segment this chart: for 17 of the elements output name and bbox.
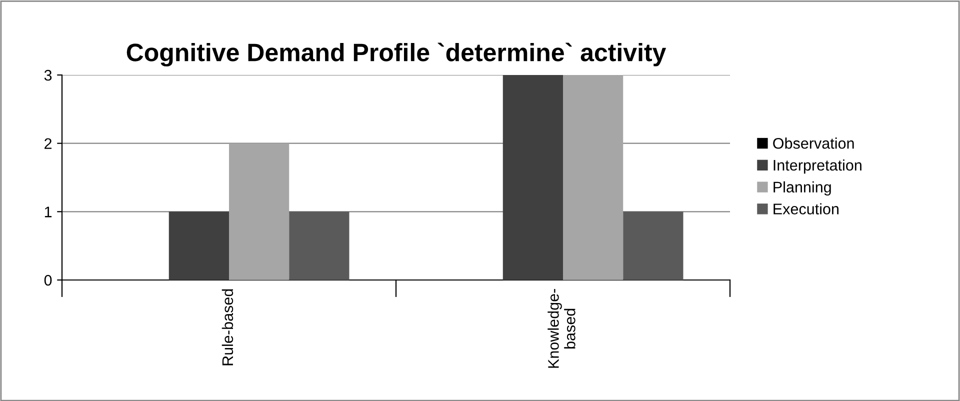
x-tick-label: Knowledge- based bbox=[548, 289, 576, 368]
legend-label: Interpretation bbox=[774, 159, 862, 174]
bar bbox=[168, 212, 229, 280]
legend-label: Planning bbox=[774, 181, 831, 196]
legend-label: Execution bbox=[774, 203, 838, 214]
bar bbox=[623, 212, 684, 280]
chart-title: Cognitive Demand Profile `determine` activity bbox=[126, 42, 666, 66]
y-tick-label: 3 bbox=[44, 70, 52, 81]
bar bbox=[563, 75, 624, 280]
bar bbox=[229, 143, 290, 280]
bar bbox=[289, 212, 350, 280]
y-tick-label: 2 bbox=[44, 138, 52, 149]
x-tick-label: Rule-based bbox=[222, 289, 234, 366]
y-tick-label: 1 bbox=[44, 206, 52, 218]
legend-label: Observation bbox=[773, 138, 854, 149]
y-tick-label: 0 bbox=[44, 274, 52, 286]
bar bbox=[502, 75, 563, 280]
